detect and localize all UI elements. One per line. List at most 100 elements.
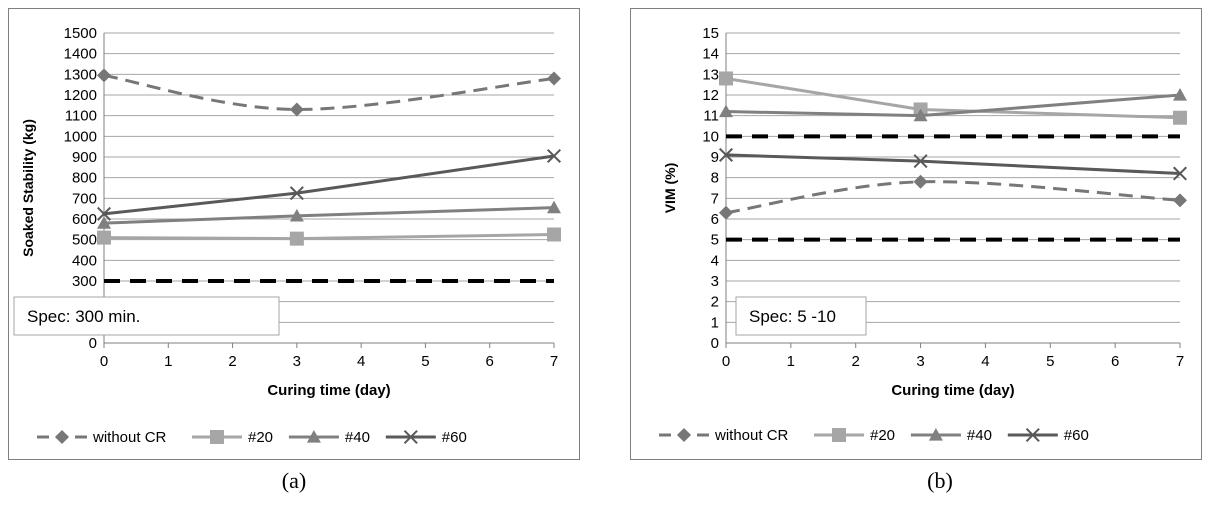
- chart-b-y-tick-label: 1: [711, 314, 719, 331]
- chart-a-series-line: [103, 233, 555, 241]
- chart-a-caption: (a): [281, 468, 307, 493]
- chart-b-legend-label: without CR: [714, 427, 789, 444]
- chart-b-data-point-stroke-2: [913, 154, 928, 169]
- chart-b-legend-marker: [1025, 427, 1040, 443]
- chart-b-x-tick-label: 6: [1111, 353, 1119, 370]
- chart-a-y-axis-title: Soaked Stability (kg): [20, 119, 36, 257]
- chart-a-legend-label: #40: [345, 429, 370, 446]
- chart-b-data-point-stroke-2: [1172, 166, 1188, 181]
- chart-a-legend-label: #60: [442, 429, 467, 446]
- chart-b-x-tick-label: 7: [1176, 353, 1184, 370]
- chart-a-y-tick-label: 600: [72, 211, 97, 228]
- chart-b-data-point: [1173, 110, 1187, 125]
- chart-b-y-tick-label: 4: [711, 252, 719, 269]
- chart-b-y-axis-title: VIM (%): [662, 163, 678, 214]
- chart-b-y-tick-label: 11: [703, 108, 719, 125]
- chart-b-data-point-stroke-2: [718, 147, 734, 162]
- chart-a-data-point: [546, 148, 562, 163]
- chart-b-y-tick-label: 2: [711, 294, 719, 311]
- chart-a-y-tick-label: 1300: [64, 66, 97, 83]
- chart-b-legend-marker: [928, 428, 943, 441]
- chart-a-svg: 0100200300400500600700800900100011001200…: [13, 25, 562, 446]
- chart-a-data-point: [97, 68, 111, 83]
- chart-a-y-tick-label: 300: [72, 273, 97, 290]
- chart-a-legend-marker: [210, 430, 224, 444]
- chart-b-annotation-box: [735, 296, 867, 336]
- chart-a-y-tick-label: 400: [72, 252, 97, 269]
- chart-a-legend-label: #20: [248, 429, 273, 446]
- chart-a-x-tick-label: 6: [486, 353, 494, 370]
- chart-b-legend-marker: [677, 428, 691, 442]
- chart-b-y-tick-label: 5: [711, 232, 719, 249]
- chart-a-series-line: [103, 73, 555, 111]
- chart-a-data-point: [547, 71, 561, 86]
- chart-b-x-tick-label: 4: [981, 353, 989, 370]
- chart-a-data-point-stroke-2: [96, 206, 112, 221]
- chart-a-data-point: [289, 102, 304, 117]
- chart-b-y-tick-label: 15: [702, 25, 719, 42]
- chart-a-legend-label: without CR: [92, 429, 167, 446]
- chart-a-y-tick-label: 1400: [64, 46, 97, 63]
- chart-a-y-tick-label: 500: [72, 232, 97, 249]
- chart-a-x-tick-label: 3: [293, 353, 301, 370]
- chart-b-series-line: [725, 180, 1181, 215]
- chart-a-data-point-stroke-2: [546, 148, 562, 163]
- chart-b-data-point: [913, 154, 928, 169]
- chart-b-y-tick-label: 13: [702, 66, 719, 83]
- chart-a-y-tick-label: 800: [72, 170, 97, 187]
- chart-b-data-point: [1173, 88, 1187, 101]
- chart-a-data-point: [289, 208, 304, 222]
- chart-b-y-tick-label: 7: [711, 190, 719, 207]
- chart-a-legend-marker: [55, 430, 69, 444]
- chart-b-data-point: [913, 174, 928, 189]
- chart-b-x-tick-label: 2: [852, 353, 860, 370]
- chart-b-data-point: [719, 71, 733, 86]
- chart-b-y-tick-label: 14: [702, 46, 719, 63]
- chart-a-legend-marker: [306, 430, 321, 443]
- chart-a-y-tick-label: 1500: [64, 25, 97, 42]
- chart-b-data-point: [719, 205, 733, 220]
- chart-b-legend-label: #20: [870, 427, 895, 444]
- chart-a-data-point-stroke-2: [289, 186, 304, 201]
- chart-a-data-point: [97, 216, 111, 229]
- chart-b-legend-label: #60: [1064, 427, 1089, 444]
- chart-b-y-tick-label: 3: [711, 273, 719, 290]
- chart-a-data-point: [547, 200, 561, 214]
- chart-a-y-tick-label: 1000: [64, 128, 97, 145]
- chart-a-data-point: [289, 231, 304, 246]
- chart-b-x-tick-label: 3: [916, 353, 924, 370]
- chart-a-x-axis-title: Curing time (day): [267, 382, 390, 399]
- chart-b-y-tick-label: 9: [711, 149, 719, 166]
- chart-b-data-point: [1172, 166, 1188, 181]
- chart-a-y-tick-label: 1100: [65, 108, 97, 125]
- chart-a-data-point: [97, 230, 111, 245]
- chart-a-x-tick-label: 0: [100, 353, 108, 370]
- chart-b-x-axis-title: Curing time (day): [891, 382, 1014, 399]
- chart-a-x-tick-label: 1: [164, 353, 172, 370]
- chart-b-series-line: [725, 153, 1181, 176]
- chart-a-x-tick-label: 5: [421, 353, 429, 370]
- chart-b-data-point: [719, 104, 733, 118]
- chart-b-x-tick-label: 1: [787, 353, 795, 370]
- chart-b-annotation-text: Spec: 5 -10: [749, 307, 836, 326]
- chart-a-annotation-text: Spec: 300 min.: [27, 307, 140, 326]
- chart-a-legend-marker-stroke-2: [403, 429, 418, 445]
- chart-a-data-point: [547, 227, 561, 242]
- chart-b-data-point: [1173, 193, 1187, 208]
- chart-a-y-tick-label: 900: [72, 149, 97, 166]
- chart-a-legend-marker: [403, 429, 418, 445]
- chart-a-x-tick-label: 7: [550, 353, 558, 370]
- chart-a-series-line: [103, 206, 555, 225]
- chart-b-caption: (b): [927, 468, 953, 493]
- chart-b-data-point: [913, 108, 928, 122]
- chart-b-data-point: [718, 147, 734, 162]
- chart-b-y-tick-label: 10: [702, 128, 719, 145]
- chart-b-y-tick-label: 8: [711, 170, 719, 187]
- chart-b-series-line: [725, 93, 1181, 118]
- chart-a-data-point: [289, 186, 304, 201]
- chart-a-y-tick-label: 0: [89, 335, 97, 352]
- chart-b-y-tick-label: 12: [702, 87, 719, 104]
- chart-panel-b: 0 1 2 3 4 5 6 7 8 9 10 11 12 13 14 15 0 1 2 3 4 5 6 7 Spec: 5 -1…: [630, 8, 1202, 460]
- chart-a-x-tick-label: 4: [357, 353, 365, 370]
